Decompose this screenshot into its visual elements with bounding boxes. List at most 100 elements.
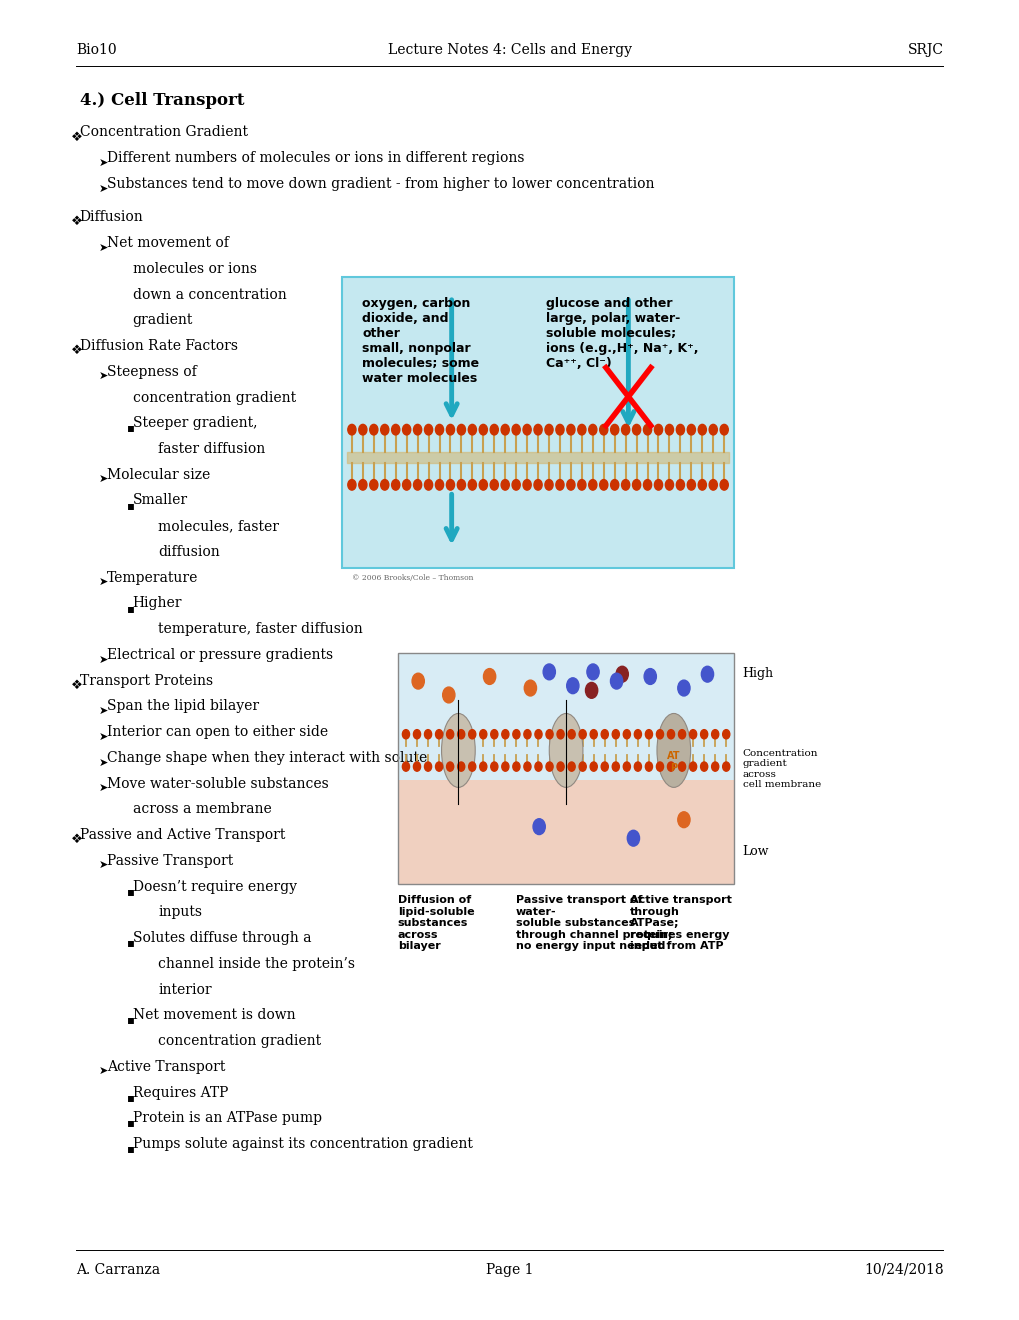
Circle shape	[347, 425, 356, 436]
Text: Doesn’t require energy: Doesn’t require energy	[132, 879, 297, 894]
Circle shape	[555, 425, 564, 436]
Circle shape	[523, 479, 531, 490]
Circle shape	[347, 479, 356, 490]
Circle shape	[490, 425, 498, 436]
Text: Transport Proteins: Transport Proteins	[79, 673, 213, 688]
Circle shape	[403, 762, 410, 771]
Circle shape	[542, 664, 554, 680]
Circle shape	[446, 479, 454, 490]
Text: ❖: ❖	[70, 345, 83, 358]
Text: ▪: ▪	[126, 421, 135, 434]
Circle shape	[403, 730, 410, 739]
Text: oxygen, carbon
dioxide, and
other
small, nonpolar
molecules; some
water molecule: oxygen, carbon dioxide, and other small,…	[362, 297, 479, 385]
Circle shape	[413, 762, 420, 771]
Text: diffusion: diffusion	[158, 545, 220, 558]
Text: Passive and Active Transport: Passive and Active Transport	[79, 828, 284, 842]
Text: Net movement of: Net movement of	[107, 236, 228, 249]
Text: Diffusion Rate Factors: Diffusion Rate Factors	[79, 339, 237, 352]
Circle shape	[534, 425, 542, 436]
Circle shape	[621, 425, 629, 436]
Text: ▪: ▪	[126, 1117, 135, 1130]
Circle shape	[634, 730, 641, 739]
Text: ❖: ❖	[70, 215, 83, 228]
Circle shape	[654, 479, 662, 490]
Circle shape	[369, 479, 377, 490]
Circle shape	[721, 762, 730, 771]
Text: concentration gradient: concentration gradient	[158, 1034, 321, 1048]
Text: © 2006 Brooks/Cole – Thomson: © 2006 Brooks/Cole – Thomson	[352, 574, 473, 582]
Circle shape	[479, 425, 487, 436]
Circle shape	[403, 479, 411, 490]
Text: Active Transport: Active Transport	[107, 1060, 225, 1073]
Text: concentration gradient: concentration gradient	[132, 391, 296, 404]
Circle shape	[424, 479, 432, 490]
Text: ➤: ➤	[98, 1067, 108, 1076]
Circle shape	[611, 762, 619, 771]
Circle shape	[632, 479, 640, 490]
Text: ❖: ❖	[70, 678, 83, 692]
Circle shape	[534, 479, 542, 490]
Text: ➤: ➤	[98, 474, 108, 484]
Circle shape	[623, 762, 630, 771]
Circle shape	[442, 686, 454, 702]
Text: Diffusion: Diffusion	[79, 210, 144, 224]
Text: Lecture Notes 4: Cells and Energy: Lecture Notes 4: Cells and Energy	[387, 44, 632, 57]
Circle shape	[435, 762, 442, 771]
Circle shape	[585, 682, 597, 698]
Text: Low: Low	[742, 845, 768, 858]
Circle shape	[708, 425, 716, 436]
Text: ➤: ➤	[98, 371, 108, 381]
Text: Concentration
gradient
across
cell membrane: Concentration gradient across cell membr…	[742, 748, 820, 789]
Circle shape	[568, 762, 575, 771]
Text: glucose and other
large, polar, water-
soluble molecules;
ions (e.g.,H⁺, Na⁺, K⁺: glucose and other large, polar, water- s…	[545, 297, 698, 370]
Text: SRJC: SRJC	[907, 44, 943, 57]
Circle shape	[586, 664, 598, 680]
Circle shape	[590, 730, 597, 739]
Circle shape	[501, 762, 508, 771]
Circle shape	[621, 479, 629, 490]
Circle shape	[513, 730, 520, 739]
Circle shape	[458, 762, 465, 771]
Circle shape	[627, 830, 639, 846]
Circle shape	[545, 762, 552, 771]
Circle shape	[534, 762, 541, 771]
Circle shape	[446, 425, 454, 436]
Circle shape	[500, 479, 508, 490]
Circle shape	[568, 730, 575, 739]
Ellipse shape	[656, 713, 690, 787]
Circle shape	[555, 479, 564, 490]
Text: Temperature: Temperature	[107, 570, 199, 585]
Circle shape	[490, 730, 497, 739]
Circle shape	[700, 762, 707, 771]
Text: Change shape when they interact with solute: Change shape when they interact with sol…	[107, 751, 427, 764]
Bar	[397, 780, 734, 884]
Circle shape	[567, 479, 575, 490]
Circle shape	[567, 678, 579, 693]
Circle shape	[701, 667, 713, 682]
Text: channel inside the protein’s: channel inside the protein’s	[158, 957, 355, 970]
Text: Concentration Gradient: Concentration Gradient	[79, 125, 248, 140]
Text: Steeper gradient,: Steeper gradient,	[132, 416, 257, 430]
Circle shape	[412, 673, 424, 689]
Text: Smaller: Smaller	[132, 494, 187, 507]
Circle shape	[600, 762, 607, 771]
Text: ➤: ➤	[98, 183, 108, 194]
Circle shape	[719, 479, 728, 490]
Circle shape	[588, 425, 596, 436]
Text: ❖: ❖	[70, 131, 83, 144]
Text: Pumps solute against its concentration gradient: Pumps solute against its concentration g…	[132, 1137, 472, 1151]
Circle shape	[468, 762, 475, 771]
Circle shape	[424, 425, 432, 436]
Circle shape	[721, 730, 730, 739]
Circle shape	[490, 762, 497, 771]
Circle shape	[666, 762, 674, 771]
Circle shape	[380, 479, 388, 490]
Circle shape	[698, 479, 706, 490]
Circle shape	[676, 425, 684, 436]
Circle shape	[711, 762, 718, 771]
Circle shape	[512, 479, 520, 490]
Text: 10/24/2018: 10/24/2018	[863, 1263, 943, 1276]
Text: Electrical or pressure gradients: Electrical or pressure gradients	[107, 648, 333, 661]
Text: ▪: ▪	[126, 1142, 135, 1155]
Text: ➤: ➤	[98, 783, 108, 793]
